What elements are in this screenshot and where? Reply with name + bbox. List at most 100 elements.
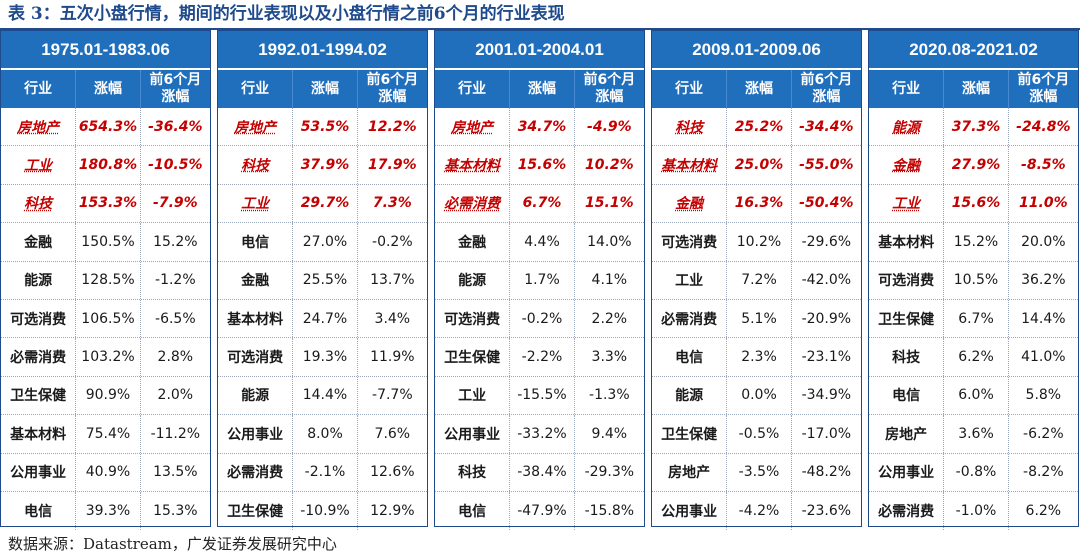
industry-cell: 电信: [218, 223, 294, 261]
industry-cell: 房地产: [435, 108, 511, 146]
change-cell: -0.5%: [727, 415, 792, 453]
prior-change-cell: -15.8%: [584, 503, 635, 520]
change-cell: 25.0%: [727, 146, 792, 184]
change-cell: 654.3%: [76, 108, 141, 146]
change-cell: 2.3%: [727, 338, 792, 376]
table-row: 房地产 -3.5% -48.2%: [652, 453, 861, 492]
change-cell: 90.9%: [76, 376, 141, 415]
industry-cell: 科技: [435, 453, 511, 491]
change-cell: 40.9%: [76, 453, 141, 491]
industry-cell: 房地产: [1, 108, 77, 146]
table-row: 科技 -38.4% -29.3%: [435, 453, 644, 492]
prior-change-cell: 5.8%: [1025, 387, 1062, 404]
change-cell: 24.7%: [293, 299, 358, 338]
change-cell: 75.4%: [76, 415, 141, 453]
prior-change-cell: 2.0%: [157, 387, 194, 404]
column-header-change: 涨幅: [510, 70, 575, 108]
industry-cell: 必需消费: [869, 491, 945, 531]
change-cell: 3.6%: [944, 415, 1009, 453]
table-row: 工业 -15.5% -1.3%: [435, 376, 644, 416]
prior-change-cell: 3.4%: [374, 310, 411, 327]
prior-change-cell: -50.4%: [799, 195, 854, 212]
column-header-industry: 行业: [218, 70, 294, 108]
industry-cell: 工业: [1, 146, 77, 184]
table-row-highlighted: 金融 16.3% -50.4%: [652, 184, 861, 224]
change-cell: 15.6%: [510, 146, 575, 184]
panel-body: 科技 25.2% -34.4% 基本材料 25.0% -55.0% 金融 16.3% -50.4…: [652, 108, 861, 531]
table-row-highlighted: 房地产 34.7% -4.9%: [435, 108, 644, 147]
industry-cell: 工业: [652, 261, 728, 299]
industry-cell: 金融: [652, 184, 728, 223]
industry-cell: 可选消费: [869, 261, 945, 299]
industry-cell: 基本材料: [869, 223, 945, 261]
prior-change-cell: -42.0%: [801, 272, 852, 289]
prior-change-cell: -11.2%: [150, 425, 201, 442]
prior-change-cell: 14.4%: [1021, 310, 1066, 327]
table-row: 可选消费 10.5% 36.2%: [869, 261, 1078, 300]
change-cell: 106.5%: [76, 299, 141, 338]
industry-cell: 房地产: [652, 453, 728, 491]
table-row-highlighted: 金融 27.9% -8.5%: [869, 146, 1078, 185]
prior-change-cell: -10.5%: [148, 157, 203, 174]
industry-cell: 工业: [435, 376, 511, 415]
panels-container: 1975.01-1983.06 行业 涨幅 前6个月 涨幅 房地产 654.3% -36.4%…: [0, 30, 1080, 531]
prior-change-cell: -8.2%: [1023, 464, 1064, 481]
prior-change-cell: -23.6%: [801, 503, 852, 520]
industry-cell: 金融: [435, 223, 511, 261]
change-cell: -4.2%: [727, 491, 792, 531]
change-cell: 1.7%: [510, 261, 575, 299]
table-row-highlighted: 基本材料 15.6% 10.2%: [435, 146, 644, 185]
column-header-change: 涨幅: [944, 70, 1009, 108]
industry-cell: 卫生保健: [1, 376, 77, 415]
change-cell: 27.0%: [293, 223, 358, 261]
change-cell: 25.5%: [293, 261, 358, 299]
industry-cell: 卫生保健: [435, 338, 511, 376]
panel-body: 房地产 654.3% -36.4% 工业 180.8% -10.5% 科技 153.3% -7.…: [1, 108, 210, 531]
panel-body: 房地产 53.5% 12.2% 科技 37.9% 17.9% 工业 29.7% 7.3% 电信 27…: [218, 108, 427, 531]
prior-change-cell: 41.0%: [1021, 349, 1066, 366]
table-row: 能源 1.7% 4.1%: [435, 261, 644, 300]
change-cell: 10.2%: [727, 223, 792, 261]
industry-cell: 能源: [652, 376, 728, 415]
industry-cell: 公用事业: [1, 453, 77, 491]
table-row: 能源 128.5% -1.2%: [1, 261, 210, 300]
industry-cell: 公用事业: [218, 415, 294, 453]
industry-cell: 可选消费: [435, 299, 511, 338]
change-cell: 27.9%: [944, 146, 1009, 184]
table-row: 公用事业 -33.2% 9.4%: [435, 415, 644, 454]
change-cell: 16.3%: [727, 184, 792, 223]
change-cell: 153.3%: [76, 184, 141, 223]
industry-cell: 必需消费: [435, 184, 511, 223]
column-header-industry: 行业: [1, 70, 77, 108]
table-row-highlighted: 工业 15.6% 11.0%: [869, 184, 1078, 224]
column-header-row: 行业 涨幅 前6个月 涨幅: [1, 70, 210, 108]
table-row: 能源 0.0% -34.9%: [652, 376, 861, 416]
prior-change-cell: 3.3%: [591, 349, 628, 366]
table-row-highlighted: 房地产 53.5% 12.2%: [218, 108, 427, 147]
industry-cell: 能源: [869, 108, 945, 146]
table-row: 公用事业 8.0% 7.6%: [218, 415, 427, 454]
period-panel: 1992.01-1994.02 行业 涨幅 前6个月 涨幅 房地产 53.5% 12.2% 科技…: [217, 30, 428, 531]
prior-change-cell: 12.9%: [370, 503, 415, 520]
prior-change-cell: 7.6%: [374, 425, 411, 442]
table-row-highlighted: 科技 25.2% -34.4%: [652, 108, 861, 147]
table-row-highlighted: 工业 29.7% 7.3%: [218, 184, 427, 224]
prior-change-cell: 2.8%: [157, 349, 194, 366]
table-row: 卫生保健 -0.5% -17.0%: [652, 415, 861, 454]
prior-change-cell: 6.2%: [1025, 503, 1062, 520]
change-cell: 10.5%: [944, 261, 1009, 299]
prior-change-cell: -1.3%: [589, 387, 630, 404]
panel-body: 房地产 34.7% -4.9% 基本材料 15.6% 10.2% 必需消费 6.7% 15.1%…: [435, 108, 644, 531]
industry-cell: 房地产: [869, 415, 945, 453]
table-row-highlighted: 工业 180.8% -10.5%: [1, 146, 210, 185]
table-row: 电信 27.0% -0.2%: [218, 223, 427, 262]
prior-change-cell: -6.2%: [1023, 425, 1064, 442]
prior-change-cell: -6.5%: [155, 310, 196, 327]
prior-change-cell: -24.8%: [1016, 118, 1071, 135]
period-title: 1975.01-1983.06: [1, 31, 210, 70]
industry-cell: 金融: [1, 223, 77, 261]
prior-change-cell: 14.0%: [587, 233, 632, 250]
prior-change-cell: 15.2%: [153, 233, 198, 250]
change-cell: -0.2%: [510, 299, 575, 338]
prior-change-cell: 15.3%: [153, 503, 198, 520]
